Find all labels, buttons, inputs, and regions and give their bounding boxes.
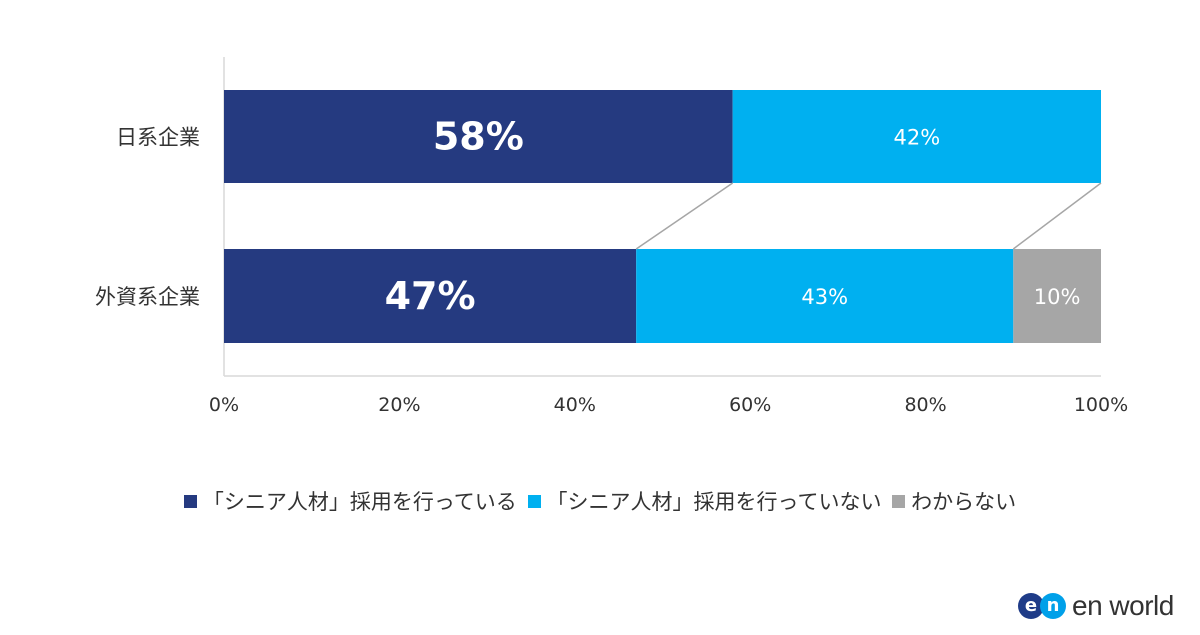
legend-label: 「シニア人材」採用を行っていない — [546, 490, 882, 514]
series-connector-line — [635, 182, 734, 250]
data-label: 58% — [433, 115, 524, 159]
legend-swatch — [527, 494, 541, 508]
category-label: 日系企業 — [116, 126, 200, 150]
x-tick-label: 0% — [209, 394, 239, 416]
legend-label: 「シニア人材」採用を行っている — [202, 490, 517, 514]
category-label: 外資系企業 — [95, 285, 200, 309]
bar-segment — [1013, 249, 1101, 343]
data-label: 10% — [1034, 285, 1081, 309]
x-tick-label: 20% — [378, 394, 420, 416]
x-tick-label: 80% — [904, 394, 946, 416]
data-label: 47% — [385, 274, 476, 318]
data-label: 42% — [893, 126, 940, 150]
legend-item-unknown: わからない — [892, 486, 1016, 516]
data-label: 43% — [801, 285, 848, 309]
bar-segment — [636, 249, 1014, 343]
legend-label: わからない — [911, 490, 1017, 514]
legend-item-not-adopting: 「シニア人材」採用を行っていない — [527, 486, 882, 516]
x-tick-label: 40% — [554, 394, 596, 416]
legend-swatch — [183, 494, 197, 508]
bar-segment — [732, 90, 1101, 183]
legend-swatch — [892, 494, 906, 508]
series-connector-line — [1012, 182, 1102, 250]
x-tick-label: 100% — [1074, 394, 1128, 416]
bar-segment — [224, 90, 733, 183]
x-tick-label: 60% — [729, 394, 771, 416]
logo-mark-e: e — [1018, 593, 1044, 619]
logo-mark-n: n — [1040, 593, 1066, 619]
en-world-logo: e n en world — [1018, 590, 1174, 622]
logo-text: en world — [1072, 590, 1174, 621]
legend: 「シニア人材」採用を行っている 「シニア人材」採用を行っていない わからない — [0, 486, 1200, 516]
bar-segment — [224, 249, 637, 343]
legend-item-adopting: 「シニア人材」採用を行っている — [183, 486, 517, 516]
